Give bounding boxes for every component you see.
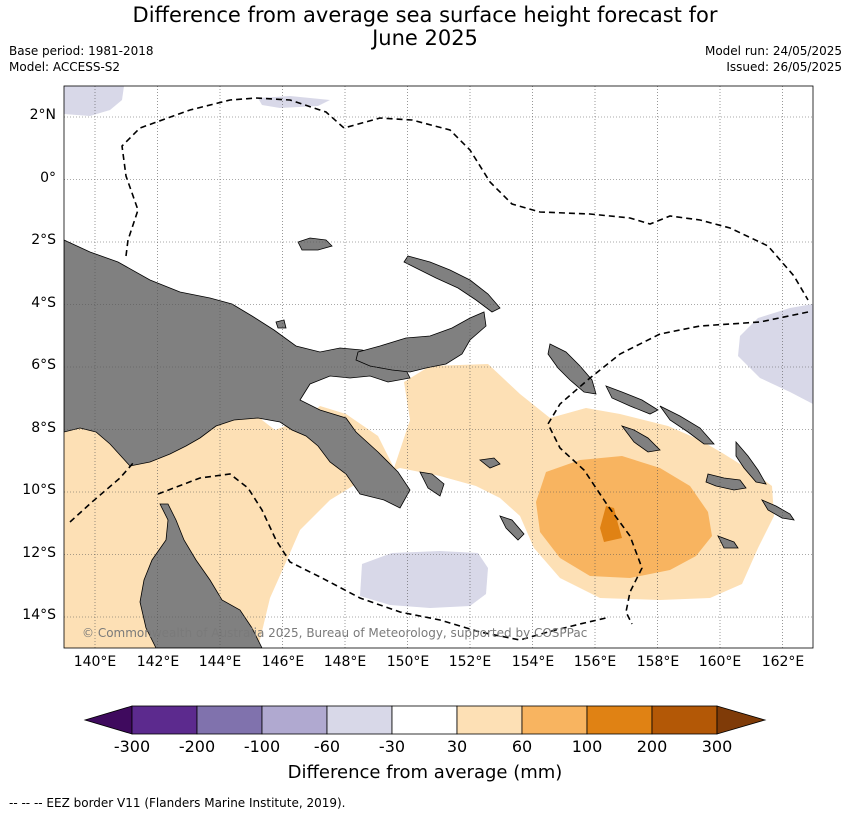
colorbar-tick: -200 — [178, 737, 216, 756]
pos-anomaly-60-100 — [536, 456, 712, 578]
map-border — [63, 85, 814, 649]
land-solomon-islands — [761, 499, 795, 521]
land-solomon-islands — [735, 440, 767, 485]
pos-anomaly-30-60 — [64, 364, 774, 648]
lon-label: 162°E — [761, 654, 805, 670]
land-island — [717, 535, 739, 549]
colorbar-tick: 60 — [511, 737, 533, 756]
pos-anomaly-100-200 — [600, 506, 622, 542]
land-island — [479, 457, 501, 469]
lat-label: 2°N — [29, 107, 56, 123]
lon-label: 156°E — [573, 654, 617, 670]
lon-label: 160°E — [698, 654, 742, 670]
lon-label: 154°E — [511, 654, 555, 670]
neg-anomaly-area — [738, 304, 813, 404]
lat-label: 10°S — [22, 482, 56, 498]
lon-label: 158°E — [636, 654, 680, 670]
meta-right: Model run: 24/05/2025 Issued: 26/05/2025 — [705, 43, 842, 75]
colorbar-tick: -300 — [113, 737, 151, 756]
colorbar-cell — [391, 705, 458, 735]
land-bougainville — [547, 343, 597, 395]
land-island — [275, 319, 287, 329]
colorbar-label: Difference from average (mm) — [287, 762, 563, 783]
lat-label: 4°S — [31, 295, 56, 311]
eez-border-line — [121, 97, 809, 301]
copyright-notice: © Commonwealth of Australia 2025, Bureau… — [82, 626, 588, 640]
meta-left: Base period: 1981-2018 Model: ACCESS-S2 — [9, 43, 154, 75]
chart-title: Difference from average sea surface heig… — [0, 4, 850, 50]
colorbar-tick: 30 — [446, 737, 468, 756]
land-manus — [297, 237, 333, 251]
lon-label: 144°E — [198, 654, 242, 670]
lat-label: 6°S — [31, 357, 56, 373]
lat-label: 0° — [40, 170, 56, 186]
land-solomon-islands — [620, 425, 661, 453]
issued-date: Issued: 26/05/2025 — [726, 60, 842, 74]
lat-label: 8°S — [31, 420, 56, 436]
eez-legend-note: -- -- -- EEZ border V11 (Flanders Marine… — [9, 796, 346, 810]
title-line-2: June 2025 — [372, 26, 478, 50]
colorbar-cell — [521, 705, 588, 735]
lon-label: 146°E — [261, 654, 305, 670]
colorbar-tick: -100 — [243, 737, 281, 756]
colorbar-extend-min — [83, 705, 133, 735]
colorbar-cell — [326, 705, 393, 735]
lat-label: 2°S — [31, 232, 56, 248]
colorbar-tick: -30 — [378, 737, 406, 756]
eez-border-line — [157, 473, 607, 641]
model-name: Model: ACCESS-S2 — [9, 60, 121, 74]
land-solomon-islands — [659, 405, 715, 445]
colorbar-tick: 200 — [636, 737, 668, 756]
colorbar-tick: 300 — [701, 737, 733, 756]
land-new-guinea — [64, 239, 411, 509]
land-island — [499, 515, 525, 541]
colorbar-tick: 100 — [571, 737, 603, 756]
lat-label: 12°S — [22, 545, 56, 561]
lon-label: 140°E — [73, 654, 117, 670]
colorbar-cell — [261, 705, 328, 735]
land-new-ireland — [403, 255, 501, 313]
colorbar-cell — [196, 705, 263, 735]
eez-border-line — [547, 311, 809, 625]
base-period: Base period: 1981-2018 — [9, 44, 154, 58]
lat-label: 14°S — [22, 607, 56, 623]
colorbar-extend-max — [716, 705, 767, 735]
colorbar-cell — [131, 705, 198, 735]
gridlines — [64, 86, 813, 648]
land-solomon-islands — [605, 385, 659, 415]
lon-label: 152°E — [448, 654, 492, 670]
colorbar-tick: -60 — [313, 737, 341, 756]
neg-anomaly-area — [258, 96, 330, 108]
title-line-1: Difference from average sea surface heig… — [132, 3, 718, 27]
colorbar-cell — [651, 705, 718, 735]
model-run: Model run: 24/05/2025 — [704, 44, 842, 58]
land-solomon-islands — [705, 473, 747, 491]
lon-label: 150°E — [386, 654, 430, 670]
eez-borders — [69, 97, 809, 641]
eez-border-line — [69, 461, 135, 523]
neg-anomaly-area — [64, 86, 124, 116]
neg-anomaly-area — [360, 551, 488, 608]
colorbar-cell — [456, 705, 523, 735]
colorbar-cell — [586, 705, 653, 735]
lon-label: 142°E — [136, 654, 180, 670]
land-cape-york — [139, 503, 263, 648]
lon-label: 148°E — [323, 654, 367, 670]
sea-height-map — [63, 85, 814, 649]
land-new-britain — [355, 311, 487, 373]
land-island — [419, 471, 445, 497]
